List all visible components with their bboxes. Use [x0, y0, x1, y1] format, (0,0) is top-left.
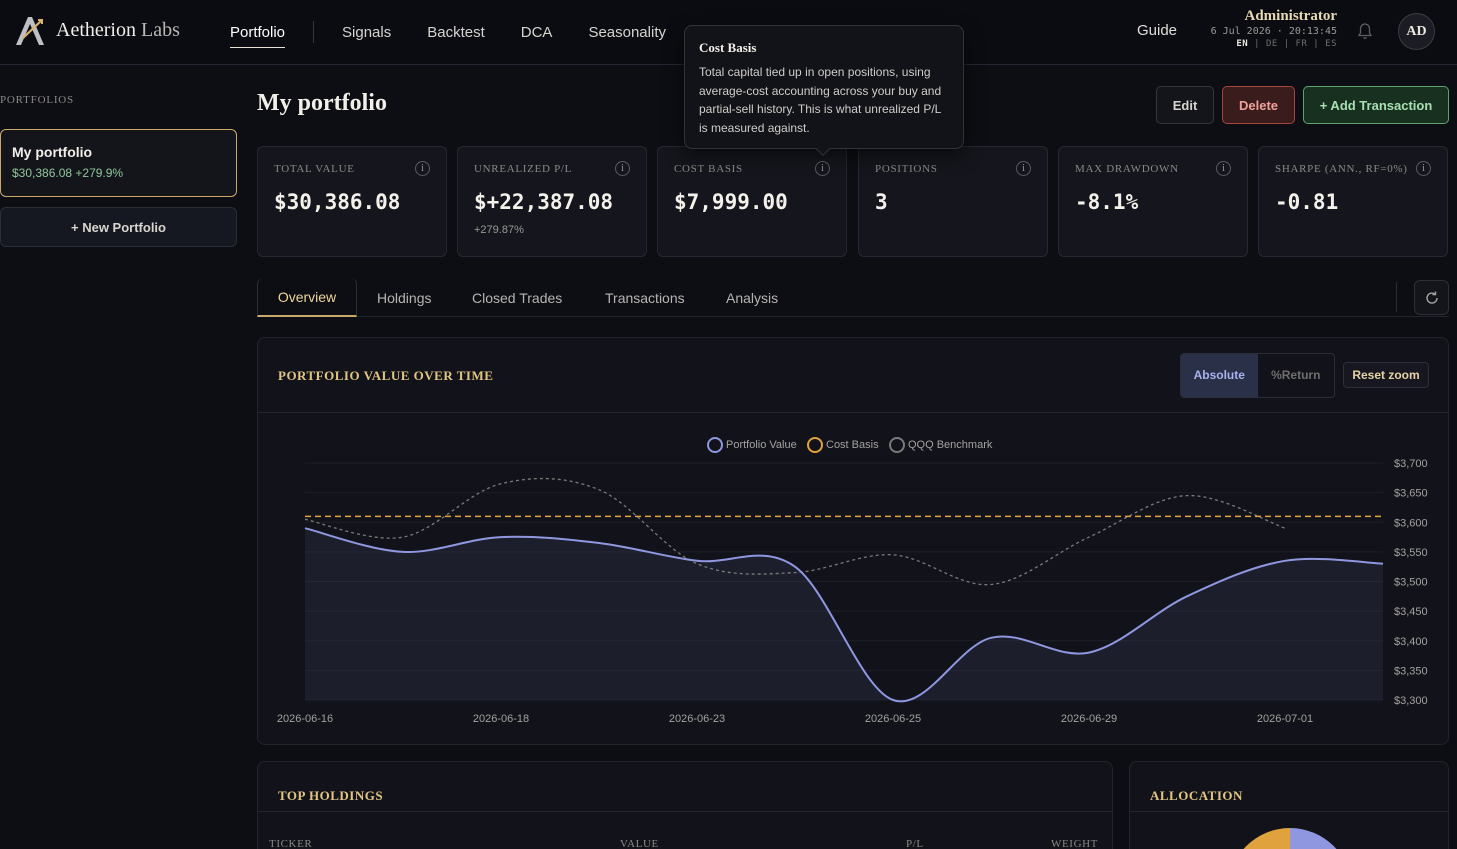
portfolio-card[interactable]: My portfolio $30,386.08 +279.9%: [0, 129, 237, 197]
panel-divider: [258, 811, 1112, 812]
pie-slice[interactable]: [1290, 828, 1352, 849]
nav-seasonality[interactable]: Seasonality: [588, 23, 666, 41]
nav-divider: [313, 21, 315, 43]
stat-subvalue: +279.87%: [474, 224, 524, 236]
panel-title: TOP HOLDINGS: [278, 788, 384, 803]
nav-signals[interactable]: Signals: [342, 23, 392, 41]
stat-label: MAX DRAWDOWN: [1075, 163, 1179, 175]
stat-card-total-value: TOTAL VALUE i $30,386.08: [257, 146, 447, 257]
portfolio-card-stats: $30,386.08 +279.9%: [12, 166, 124, 180]
column-header-ticker[interactable]: TICKER: [269, 838, 313, 849]
toggle-percent-line1: %: [1271, 368, 1282, 382]
legend-swatch: [807, 437, 823, 453]
stat-value: -8.1%: [1075, 190, 1139, 214]
stat-card-unrealized-pl: UNREALIZED P/L i $+22,387.08 +279.87%: [457, 146, 647, 257]
legend-qqq-benchmark[interactable]: QQQ Benchmark: [889, 437, 992, 453]
logo-mark-icon: [16, 17, 44, 45]
toggle-percent-line2: Return: [1281, 368, 1321, 382]
tooltip-title: Cost Basis: [699, 40, 757, 55]
legend-label: Cost Basis: [826, 439, 879, 451]
nav-backtest[interactable]: Backtest: [427, 23, 485, 41]
stat-label: COST BASIS: [674, 163, 743, 175]
legend-label: Portfolio Value: [726, 439, 797, 451]
tab-analysis[interactable]: Analysis: [726, 289, 779, 306]
stat-card-positions: POSITIONS i 3: [858, 146, 1048, 257]
panel-title: PORTFOLIO VALUE OVER TIME: [278, 368, 494, 383]
column-header-value[interactable]: VALUE: [620, 838, 659, 849]
main-nav: Portfolio Signals Backtest DCA Seasonali…: [230, 0, 702, 64]
stat-card-max-drawdown: MAX DRAWDOWN i -8.1%: [1058, 146, 1248, 257]
info-icon[interactable]: i: [1416, 161, 1431, 176]
stat-card-sharpe: SHARPE (ANN., RF=0%) i -0.81: [1258, 146, 1448, 257]
info-icon[interactable]: i: [615, 161, 630, 176]
stat-label: UNREALIZED P/L: [474, 163, 573, 175]
stat-value: 3: [875, 190, 888, 214]
tab-bar: Overview Holdings Closed Trades Transact…: [257, 278, 1449, 317]
sidebar-title: PORTFOLIOS: [0, 94, 74, 106]
stat-value: $30,386.08: [274, 190, 401, 214]
user-name: Administrator: [1244, 8, 1338, 24]
portfolio-value-panel: PORTFOLIO VALUE OVER TIME Absolute % Retu…: [257, 337, 1449, 745]
nav-portfolio[interactable]: Portfolio: [230, 0, 286, 64]
guide-link[interactable]: Guide: [1137, 22, 1178, 39]
brand-name: Aetherion Labs: [56, 18, 180, 41]
allocation-pie[interactable]: [1130, 762, 1449, 849]
info-icon[interactable]: i: [1016, 161, 1031, 176]
stat-value: $7,999.00: [674, 190, 788, 214]
user-avatar[interactable]: AD: [1398, 13, 1435, 50]
edit-button[interactable]: Edit: [1156, 86, 1214, 124]
legend-label: QQQ Benchmark: [908, 439, 993, 451]
language-switcher: EN | DE | FR | ES: [1236, 39, 1337, 49]
pie-slice[interactable]: [1228, 828, 1290, 849]
stat-label: SHARPE (ANN., RF=0%): [1275, 163, 1408, 175]
tab-divider: [1396, 282, 1397, 312]
user-info: Administrator 6 Jul 2026 · 20:13:45 EN |…: [1205, 8, 1337, 49]
allocation-panel: ALLOCATION: [1129, 761, 1449, 849]
legend-portfolio-value[interactable]: Portfolio Value: [707, 437, 797, 453]
legend-cost-basis[interactable]: Cost Basis: [807, 437, 879, 453]
lang-de[interactable]: DE: [1265, 39, 1278, 49]
tab-closed-trades[interactable]: Closed Trades: [472, 289, 563, 306]
tab-transactions[interactable]: Transactions: [605, 289, 685, 306]
new-portfolio-button[interactable]: + New Portfolio: [0, 207, 237, 247]
refresh-icon: [1425, 291, 1438, 304]
stat-card-cost-basis: COST BASIS i $7,999.00: [657, 146, 847, 257]
tooltip-body: Total capital tied up in open positions,…: [699, 65, 942, 135]
add-transaction-button[interactable]: + Add Transaction: [1303, 86, 1449, 124]
info-icon[interactable]: i: [815, 161, 830, 176]
current-datetime: 6 Jul 2026 · 20:13:45: [1210, 26, 1337, 37]
column-header-weight[interactable]: WEIGHT: [1051, 838, 1098, 849]
stat-value: $+22,387.08: [474, 190, 614, 214]
brand-logo[interactable]: Aetherion Labs: [12, 12, 180, 48]
panel-title: ALLOCATION: [1150, 788, 1243, 803]
cost-basis-tooltip: Cost Basis Total capital tied up in open…: [684, 25, 964, 157]
toggle-percent-return[interactable]: % Return: [1258, 354, 1335, 397]
lang-en[interactable]: EN: [1236, 39, 1249, 49]
mode-toggle: Absolute % Return: [1180, 353, 1335, 398]
info-icon[interactable]: i: [1216, 161, 1231, 176]
panel-divider: [1130, 811, 1448, 812]
top-holdings-panel: TOP HOLDINGS: [257, 761, 1113, 849]
page-title: My portfolio: [257, 90, 387, 116]
stat-label: POSITIONS: [875, 163, 938, 175]
lang-es[interactable]: ES: [1325, 39, 1337, 49]
column-header-pl[interactable]: P/L: [906, 838, 924, 849]
portfolio-card-name: My portfolio: [12, 144, 93, 160]
sidebar: PORTFOLIOS My portfolio $30,386.08 +279.…: [0, 66, 246, 849]
info-icon[interactable]: i: [415, 161, 430, 176]
lang-fr[interactable]: FR: [1295, 39, 1308, 49]
delete-button[interactable]: Delete: [1222, 86, 1295, 124]
panel-header: PORTFOLIO VALUE OVER TIME Absolute % Retu…: [258, 338, 1448, 413]
refresh-button[interactable]: [1414, 280, 1449, 315]
bell-icon[interactable]: [1357, 22, 1373, 40]
reset-zoom-button[interactable]: Reset zoom: [1343, 362, 1429, 388]
toggle-absolute[interactable]: Absolute: [1181, 354, 1258, 397]
nav-dca[interactable]: DCA: [520, 23, 553, 41]
tab-holdings[interactable]: Holdings: [377, 289, 432, 306]
legend-swatch: [889, 437, 905, 453]
stat-label: TOTAL VALUE: [274, 163, 355, 175]
stat-value: -0.81: [1275, 190, 1339, 214]
legend-swatch: [707, 437, 723, 453]
tab-overview[interactable]: Overview: [257, 278, 357, 317]
